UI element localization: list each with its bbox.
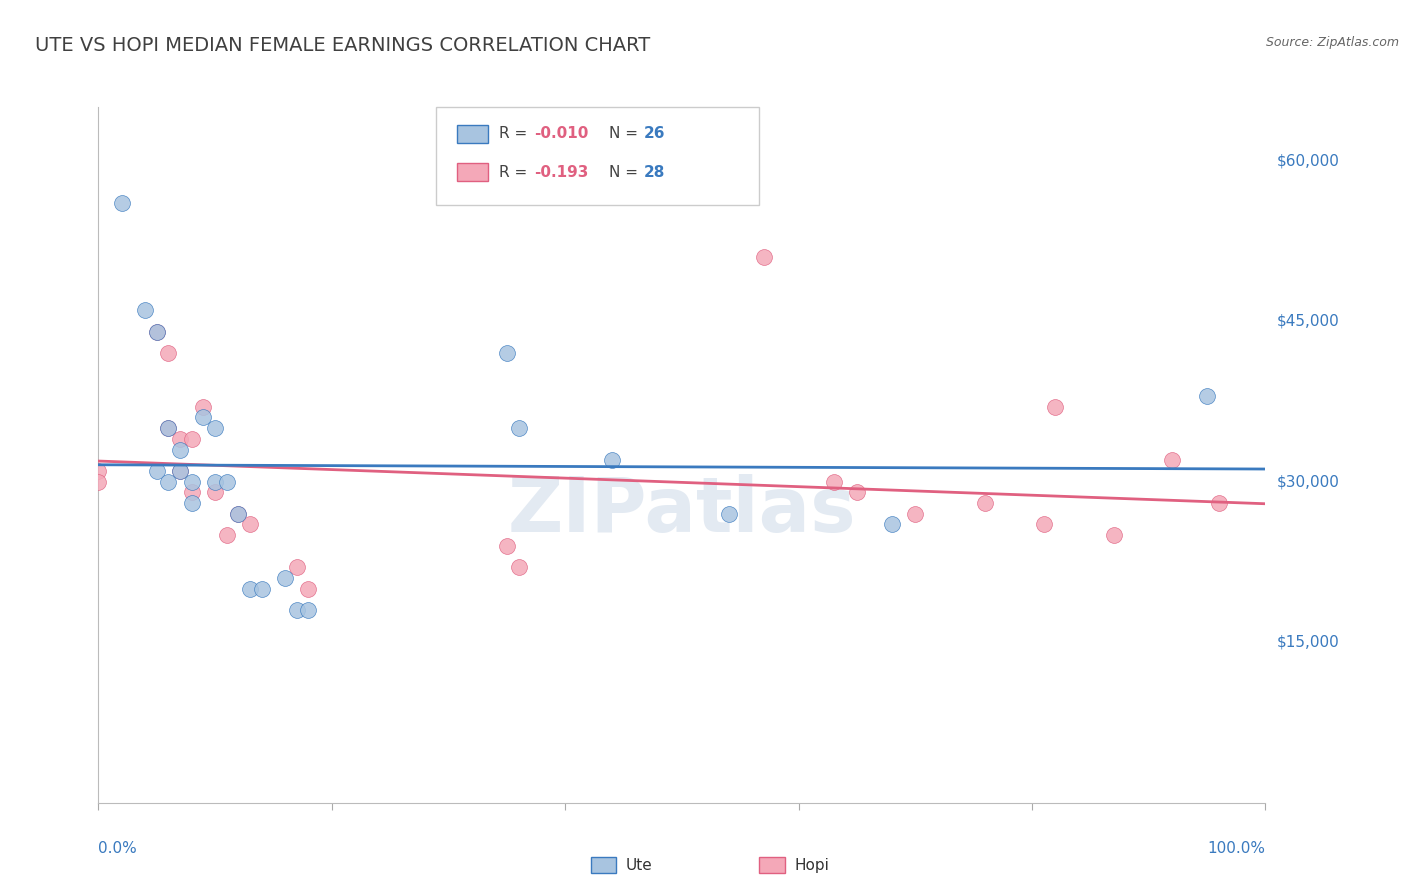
Text: Source: ZipAtlas.com: Source: ZipAtlas.com <box>1265 36 1399 49</box>
Text: 28: 28 <box>644 165 665 179</box>
Text: R =: R = <box>499 165 533 179</box>
Point <box>1208 496 1230 510</box>
Text: -0.193: -0.193 <box>534 165 589 179</box>
Text: N =: N = <box>609 165 643 179</box>
Text: R =: R = <box>499 127 533 141</box>
Point <box>146 464 169 478</box>
Point <box>111 196 134 211</box>
Point <box>146 325 169 339</box>
Point <box>1102 528 1125 542</box>
Text: $15,000: $15,000 <box>1277 635 1340 649</box>
Text: -0.010: -0.010 <box>534 127 589 141</box>
Point <box>239 582 262 596</box>
Point <box>228 507 250 521</box>
Point <box>193 400 215 414</box>
Point <box>215 528 238 542</box>
Text: 26: 26 <box>644 127 665 141</box>
Point <box>880 517 903 532</box>
Point <box>215 475 238 489</box>
Text: Ute: Ute <box>626 858 652 872</box>
Point <box>87 464 110 478</box>
Point <box>496 346 519 360</box>
Point <box>1195 389 1218 403</box>
Point <box>297 582 319 596</box>
Point <box>169 442 191 457</box>
Point <box>1161 453 1184 467</box>
Point <box>250 582 273 596</box>
Point <box>496 539 519 553</box>
Point <box>285 560 308 574</box>
Point <box>228 507 250 521</box>
Text: 0.0%: 0.0% <box>98 841 138 856</box>
Text: 100.0%: 100.0% <box>1208 841 1265 856</box>
Point <box>600 453 623 467</box>
Point <box>752 250 775 264</box>
Point <box>169 464 191 478</box>
Text: ZIPatlas: ZIPatlas <box>508 474 856 548</box>
Point <box>204 421 226 435</box>
Point <box>193 410 215 425</box>
Point <box>204 475 226 489</box>
Point <box>157 421 180 435</box>
Point <box>297 603 319 617</box>
Point <box>846 485 869 500</box>
Point <box>204 485 226 500</box>
Point <box>169 432 191 446</box>
Point <box>157 421 180 435</box>
Point <box>1045 400 1067 414</box>
Point <box>974 496 997 510</box>
Point <box>87 475 110 489</box>
Point <box>146 325 169 339</box>
Point <box>823 475 845 489</box>
Text: N =: N = <box>609 127 643 141</box>
Point <box>1032 517 1054 532</box>
Point <box>904 507 927 521</box>
Point <box>717 507 740 521</box>
Point <box>180 496 202 510</box>
Text: $60,000: $60,000 <box>1277 153 1340 168</box>
Point <box>274 571 297 585</box>
Point <box>157 475 180 489</box>
Point <box>169 464 191 478</box>
Text: UTE VS HOPI MEDIAN FEMALE EARNINGS CORRELATION CHART: UTE VS HOPI MEDIAN FEMALE EARNINGS CORRE… <box>35 36 651 54</box>
Point <box>508 421 530 435</box>
Point <box>180 432 202 446</box>
Point <box>239 517 262 532</box>
Text: $45,000: $45,000 <box>1277 314 1340 328</box>
Point <box>180 485 202 500</box>
Point <box>285 603 308 617</box>
Point <box>157 346 180 360</box>
Point <box>180 475 202 489</box>
Text: $30,000: $30,000 <box>1277 475 1340 489</box>
Point <box>134 303 156 318</box>
Point <box>508 560 530 574</box>
Text: Hopi: Hopi <box>794 858 830 872</box>
